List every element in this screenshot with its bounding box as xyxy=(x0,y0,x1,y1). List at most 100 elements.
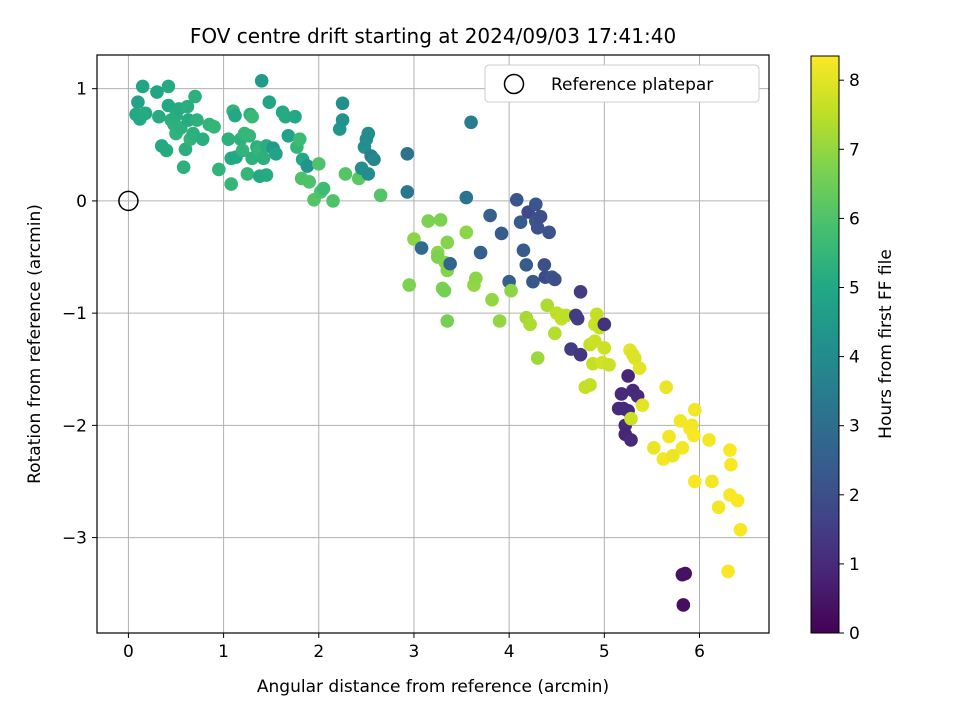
data-point xyxy=(678,566,693,581)
y-axis-label: Rotation from reference (arcmin) xyxy=(25,204,45,484)
data-point xyxy=(530,221,545,235)
data-point xyxy=(597,317,612,332)
data-point xyxy=(627,351,642,365)
data-point xyxy=(135,79,150,94)
data-point xyxy=(504,283,518,298)
y-tick-label: −2 xyxy=(62,416,87,436)
x-tick-label: 3 xyxy=(409,642,420,662)
colorbar-label: Hours from first FF file xyxy=(876,249,896,439)
data-point xyxy=(207,120,221,134)
data-point xyxy=(473,245,488,260)
data-point xyxy=(483,208,497,223)
data-point xyxy=(212,162,226,177)
data-point xyxy=(259,168,274,182)
plot-area-frame xyxy=(96,54,770,634)
data-point xyxy=(621,369,635,383)
colorbar-tick-label: 3 xyxy=(849,417,860,437)
data-point xyxy=(589,307,604,322)
data-point xyxy=(632,361,647,375)
data-point xyxy=(302,175,317,189)
colorbar-tick-label: 2 xyxy=(849,486,860,506)
data-point xyxy=(150,85,164,99)
data-point xyxy=(437,283,452,298)
data-point xyxy=(195,132,210,146)
data-point xyxy=(624,411,638,426)
reference-platepar-marker xyxy=(118,190,139,212)
colorbar-gradient xyxy=(810,55,840,634)
data-point xyxy=(288,109,302,124)
data-point xyxy=(528,197,543,212)
data-point xyxy=(602,357,616,372)
data-point xyxy=(281,129,296,143)
x-tick-label: 6 xyxy=(694,642,705,662)
data-point xyxy=(516,243,531,258)
data-point xyxy=(278,109,293,124)
data-point xyxy=(421,214,436,228)
colorbar-tick-label: 1 xyxy=(849,555,860,575)
data-point xyxy=(407,232,421,246)
data-point xyxy=(519,258,534,272)
data-point xyxy=(400,185,415,199)
data-point xyxy=(542,225,556,240)
data-point xyxy=(269,146,283,161)
colorbar-tick-label: 0 xyxy=(849,624,860,644)
data-point xyxy=(131,95,145,109)
data-point xyxy=(583,378,597,392)
data-point xyxy=(256,151,271,166)
data-point xyxy=(659,380,674,395)
data-point xyxy=(588,334,602,348)
data-point xyxy=(221,132,236,146)
x-tick-label: 2 xyxy=(313,642,324,662)
data-point xyxy=(311,157,326,171)
data-point xyxy=(530,351,545,365)
colorbar-tick-label: 8 xyxy=(849,71,860,91)
legend-entry-reference: Reference platepar xyxy=(551,75,713,95)
data-point xyxy=(245,109,259,124)
y-tick-label: 0 xyxy=(76,192,87,212)
data-point xyxy=(485,292,499,307)
data-point xyxy=(161,98,176,113)
data-point xyxy=(513,215,528,230)
data-point xyxy=(262,95,277,109)
legend-box xyxy=(484,64,760,103)
x-axis-ticks: 0 1 2 3 4 5 6 xyxy=(123,633,705,662)
data-point xyxy=(494,226,509,241)
data-point xyxy=(338,167,353,181)
data-point xyxy=(685,418,699,433)
x-tick-label: 1 xyxy=(218,642,229,662)
data-point xyxy=(570,311,585,326)
data-point xyxy=(292,132,307,146)
data-point xyxy=(178,142,193,157)
data-point xyxy=(523,317,537,332)
colorbar: 0 1 2 3 4 5 6 7 8 Hours from first FF file xyxy=(810,55,896,644)
data-point xyxy=(540,298,555,313)
data-point xyxy=(300,159,315,173)
data-point xyxy=(469,271,483,286)
data-point xyxy=(675,441,690,455)
data-point xyxy=(176,160,191,175)
data-point xyxy=(361,167,376,181)
data-point xyxy=(724,457,738,472)
data-point xyxy=(635,398,650,412)
data-point xyxy=(711,500,726,515)
data-point xyxy=(433,213,448,227)
data-point xyxy=(464,115,478,130)
data-point xyxy=(673,414,688,428)
data-point xyxy=(326,194,340,208)
data-point xyxy=(687,428,701,443)
colorbar-tick-label: 4 xyxy=(849,348,860,368)
data-point xyxy=(624,433,638,447)
data-point xyxy=(152,109,166,124)
data-point xyxy=(402,278,417,292)
data-point xyxy=(559,308,574,323)
data-point xyxy=(666,448,680,463)
data-point xyxy=(614,387,629,401)
data-points xyxy=(129,74,748,612)
colorbar-tick-label: 6 xyxy=(849,209,860,229)
data-point xyxy=(235,143,250,158)
data-point xyxy=(533,209,548,224)
x-tick-label: 5 xyxy=(599,642,610,662)
data-point xyxy=(573,347,588,362)
data-point xyxy=(687,402,702,417)
data-point xyxy=(548,326,562,341)
